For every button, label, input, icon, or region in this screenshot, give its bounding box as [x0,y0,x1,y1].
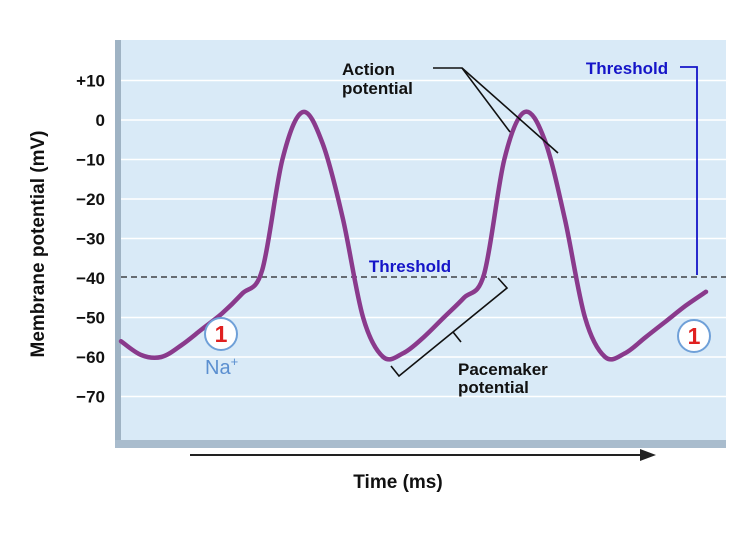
threshold-label-top: Threshold [586,59,668,78]
pacemaker-label-line2: potential [458,378,529,397]
step-badge-left-number: 1 [215,321,228,347]
plot-area [121,40,726,440]
time-arrow-head [640,449,656,461]
x-axis-label: Time (ms) [353,472,442,493]
plot-frame-bottom-edge [115,440,726,448]
threshold-top-leader [680,66,698,275]
step-badge-right-number: 1 [688,323,701,349]
pacemaker-bracket-tick [452,331,462,343]
y-tick-label: −10 [76,151,105,170]
y-tick-label: −40 [76,269,105,288]
plot-frame-left-edge [115,40,121,448]
y-tick-label: −50 [76,309,105,328]
y-tick-label: −70 [76,388,105,407]
action-potential-label-line2: potential [342,79,413,98]
action-potential-label-line1: Action [342,60,395,79]
ion-symbol: Na [205,357,231,379]
membrane-potential-curve [118,109,709,362]
step-badge-right: 1 [677,319,711,353]
y-tick-label: −30 [76,230,105,249]
y-tick-label: −20 [76,190,105,209]
pacemaker-label-line1: Pacemaker [458,360,548,379]
y-tick-label: +10 [76,72,105,91]
y-axis-label: Membrane potential (mV) [28,131,49,358]
threshold-label-mid: Threshold [369,257,451,276]
sodium-ion-label: Na+ [205,354,238,379]
y-tick-label: −60 [76,348,105,367]
y-tick-labels: +10 0 −10 −20 −30 −40 −50 −60 −70 [76,72,105,407]
step-badge-left: 1 [204,317,238,351]
ion-charge: + [231,354,239,369]
action-potential-leader-2 [461,67,559,154]
y-tick-label: 0 [96,111,105,130]
